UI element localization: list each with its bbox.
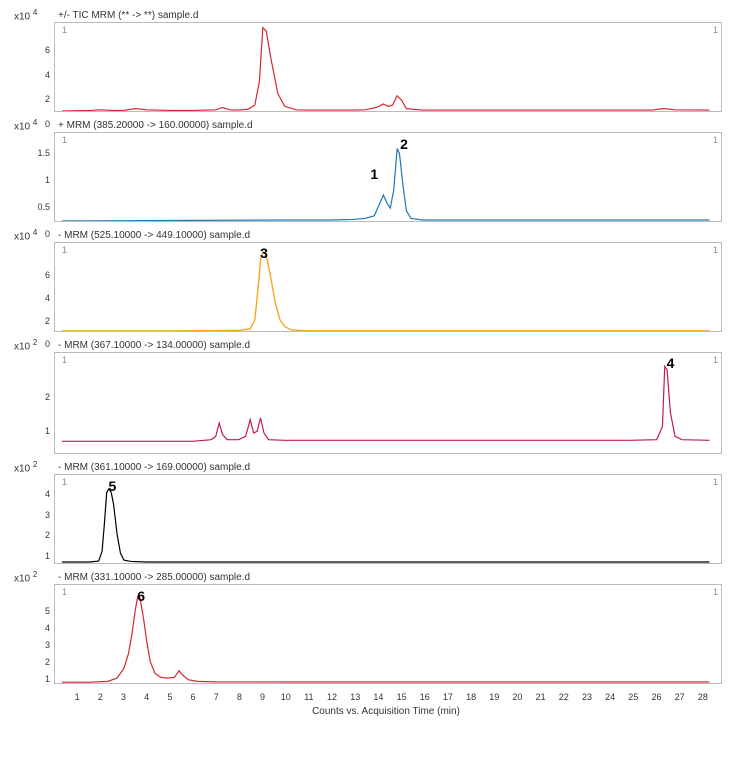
chromatogram-panel-3: x10 4- MRM (525.10000 -> 449.10000) samp… xyxy=(8,228,730,336)
panel-title: - MRM (361.10000 -> 169.00000) sample.d xyxy=(58,462,250,473)
plot-area: 114 xyxy=(50,350,722,456)
panels-host: x10 4+/- TIC MRM (** -> **) sample.d0246… xyxy=(8,8,730,688)
x-tick-label: 16 xyxy=(420,692,430,702)
y-tick-label: 3 xyxy=(32,510,50,520)
y-tick-label: 3 xyxy=(32,640,50,650)
chromatogram-panel-6: x10 2- MRM (331.10000 -> 285.00000) samp… xyxy=(8,570,730,688)
x-tick-label: 7 xyxy=(214,692,219,702)
plot-area: 11 xyxy=(50,20,722,114)
plot-inner: 116 xyxy=(54,584,722,684)
y-tick-label: 2 xyxy=(32,392,50,402)
x-tick-label: 6 xyxy=(191,692,196,702)
y-axis: 0246 xyxy=(32,240,50,334)
plot-inner: 113 xyxy=(54,242,722,332)
x-tick-label: 19 xyxy=(489,692,499,702)
x-tick-label: 23 xyxy=(582,692,592,702)
x-tick-label: 3 xyxy=(121,692,126,702)
panel-title: - MRM (331.10000 -> 285.00000) sample.d xyxy=(58,572,250,583)
x-tick-label: 1 xyxy=(75,692,80,702)
y-tick-label: 1 xyxy=(32,674,50,684)
x-tick-label: 22 xyxy=(559,692,569,702)
y-tick-label: 4 xyxy=(32,70,50,80)
peak-annotation: 1 xyxy=(370,166,378,182)
plot-area: 1112 xyxy=(50,130,722,224)
y-tick-label: 6 xyxy=(32,45,50,55)
peak-annotation: 2 xyxy=(400,136,408,152)
y-tick-label: 4 xyxy=(32,489,50,499)
plot-area: 115 xyxy=(50,472,722,566)
panel-title: - MRM (367.10000 -> 134.00000) sample.d xyxy=(58,340,250,351)
y-axis: 0246 xyxy=(32,20,50,114)
plot-inner: 1112 xyxy=(54,132,722,222)
panel-title: +/- TIC MRM (** -> **) sample.d xyxy=(58,10,198,21)
x-tick-label: 13 xyxy=(350,692,360,702)
x-tick-label: 18 xyxy=(466,692,476,702)
y-tick-label: 5 xyxy=(32,606,50,616)
x-tick-label: 4 xyxy=(144,692,149,702)
chromatogram-panel-5: x10 2- MRM (361.10000 -> 169.00000) samp… xyxy=(8,460,730,568)
peak-annotation: 5 xyxy=(109,478,117,494)
x-tick-label: 20 xyxy=(512,692,522,702)
y-tick-label: 1 xyxy=(32,551,50,561)
x-tick-label: 10 xyxy=(281,692,291,702)
plot-inner: 115 xyxy=(54,474,722,564)
y-tick-label: 0.5 xyxy=(32,202,50,212)
trace-svg xyxy=(55,243,721,331)
x-tick-label: 24 xyxy=(605,692,615,702)
x-tick-label: 2 xyxy=(98,692,103,702)
plot-inner: 11 xyxy=(54,22,722,112)
x-axis: Counts vs. Acquisition Time (min) 123456… xyxy=(50,690,722,720)
y-tick-label: 2 xyxy=(32,316,50,326)
y-tick-label: 6 xyxy=(32,270,50,280)
y-tick-label: 2 xyxy=(32,94,50,104)
x-axis-label: Counts vs. Acquisition Time (min) xyxy=(312,706,460,717)
x-tick-label: 26 xyxy=(651,692,661,702)
plot-area: 113 xyxy=(50,240,722,334)
y-tick-label: 1 xyxy=(32,426,50,436)
y-axis: 00.511.5 xyxy=(32,130,50,224)
panel-title: - MRM (525.10000 -> 449.10000) sample.d xyxy=(58,230,250,241)
chromatogram-panel-1: x10 4+/- TIC MRM (** -> **) sample.d0246… xyxy=(8,8,730,116)
x-tick-label: 25 xyxy=(628,692,638,702)
plot-area: 116 xyxy=(50,582,722,686)
trace-svg xyxy=(55,353,721,453)
chromatogram-panel-2: x10 4+ MRM (385.20000 -> 160.00000) samp… xyxy=(8,118,730,226)
y-tick-label: 1 xyxy=(32,175,50,185)
x-tick-label: 15 xyxy=(397,692,407,702)
x-tick-label: 17 xyxy=(443,692,453,702)
peak-annotation: 4 xyxy=(667,355,675,371)
peak-annotation: 6 xyxy=(137,588,145,604)
y-tick-label: 4 xyxy=(32,293,50,303)
plot-inner: 114 xyxy=(54,352,722,454)
y-axis: 1 2 3 4 5 xyxy=(32,582,50,686)
chart-container: x10 4+/- TIC MRM (** -> **) sample.d0246… xyxy=(0,0,745,758)
x-tick-label: 9 xyxy=(260,692,265,702)
panel-title: + MRM (385.20000 -> 160.00000) sample.d xyxy=(58,120,253,131)
trace-svg xyxy=(55,585,721,683)
x-tick-label: 27 xyxy=(675,692,685,702)
chromatogram-panel-4: x10 2- MRM (367.10000 -> 134.00000) samp… xyxy=(8,338,730,458)
y-axis: 12 xyxy=(32,350,50,456)
x-tick-label: 14 xyxy=(373,692,383,702)
x-tick-label: 5 xyxy=(167,692,172,702)
x-tick-label: 21 xyxy=(536,692,546,702)
y-tick-label: 4 xyxy=(32,623,50,633)
x-tick-label: 11 xyxy=(304,692,313,702)
x-tick-label: 8 xyxy=(237,692,242,702)
x-tick-label: 28 xyxy=(698,692,708,702)
trace-svg xyxy=(55,475,721,563)
y-tick-label: 2 xyxy=(32,657,50,667)
trace-svg xyxy=(55,23,721,111)
y-tick-label: 1.5 xyxy=(32,148,50,158)
x-tick-label: 12 xyxy=(327,692,337,702)
trace-svg xyxy=(55,133,721,221)
peak-annotation: 3 xyxy=(260,245,268,261)
y-tick-label: 2 xyxy=(32,530,50,540)
y-axis: 1 2 3 4 xyxy=(32,472,50,566)
